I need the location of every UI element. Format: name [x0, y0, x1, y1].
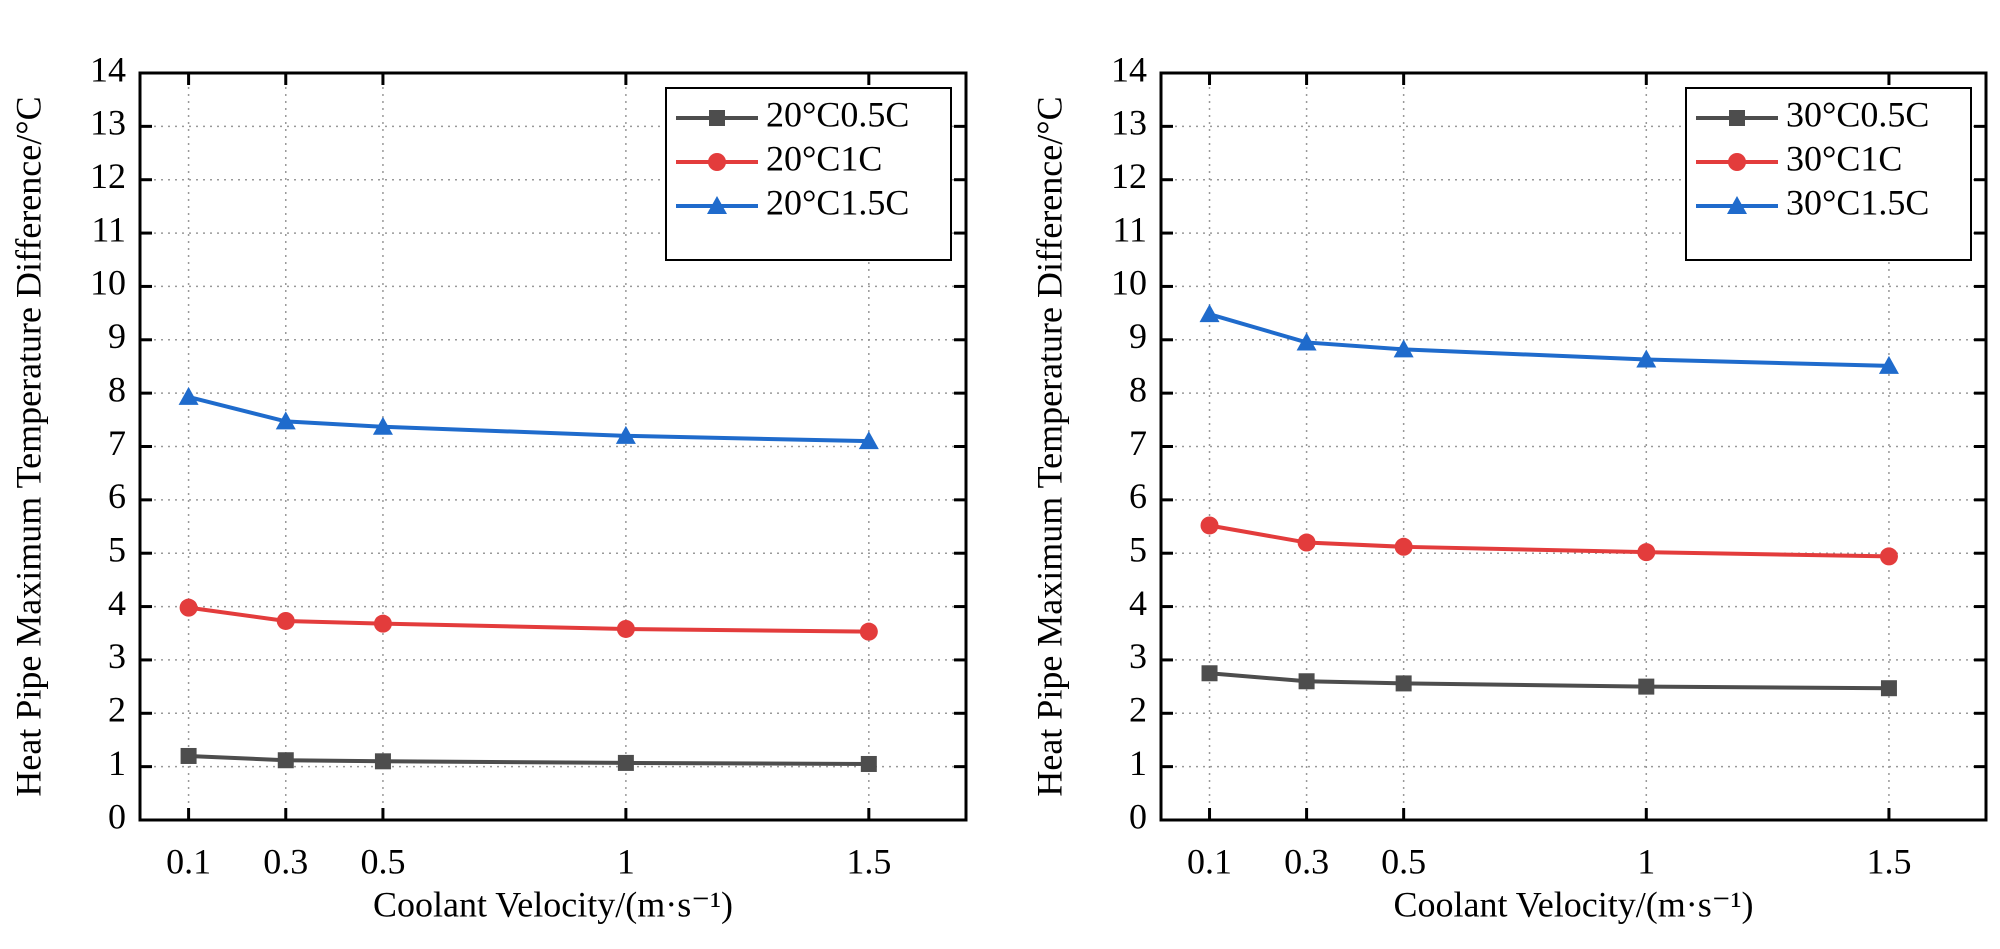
- marker: [1395, 675, 1412, 692]
- y-tick-label: 0: [1129, 796, 1147, 836]
- marker: [1729, 110, 1745, 126]
- legend-label: 30°C0.5C: [1786, 94, 1929, 134]
- y-tick-label: 2: [1129, 690, 1147, 730]
- legend-label: 20°C1C: [766, 138, 882, 178]
- series-line: [1208, 312, 1889, 368]
- marker: [860, 755, 877, 772]
- y-tick-label: 9: [108, 316, 126, 356]
- legend-label: 20°C1.5C: [766, 182, 909, 222]
- marker: [707, 196, 727, 214]
- marker: [374, 753, 391, 770]
- marker: [1200, 516, 1219, 535]
- y-tick-label: 8: [108, 369, 126, 409]
- y-tick-label: 14: [90, 49, 126, 89]
- marker: [1727, 196, 1747, 214]
- marker: [1879, 547, 1898, 566]
- x-tick-label: 1.5: [846, 841, 891, 881]
- y-tick-label: 10: [90, 263, 126, 303]
- y-tick-label: 5: [1129, 529, 1147, 569]
- marker: [178, 386, 199, 405]
- legend-label: 30°C1C: [1786, 138, 1902, 178]
- marker: [372, 416, 393, 435]
- y-tick-label: 13: [90, 103, 126, 143]
- marker: [180, 747, 197, 764]
- y-tick-label: 3: [1129, 636, 1147, 676]
- marker: [616, 619, 635, 638]
- y-tick-label: 9: [1129, 316, 1147, 356]
- x-tick-label: 1: [1637, 841, 1655, 881]
- series-line: [188, 394, 869, 444]
- x-axis-label: Coolant Velocity/(m·s⁻¹): [1393, 884, 1753, 924]
- marker: [1880, 680, 1897, 697]
- marker: [1636, 349, 1657, 368]
- marker: [1638, 678, 1655, 695]
- marker: [373, 614, 392, 633]
- y-axis-label: Heat Pipe Maximum Temperature Difference…: [8, 96, 48, 796]
- y-tick-label: 11: [1112, 209, 1147, 249]
- y-tick-label: 14: [1111, 49, 1147, 89]
- marker: [1296, 332, 1317, 351]
- y-tick-label: 6: [108, 476, 126, 516]
- plot-frame: [1159, 71, 1988, 822]
- y-tick-label: 10: [1111, 263, 1147, 303]
- plot-frame: [138, 71, 968, 822]
- y-axis-label: Heat Pipe Maximum Temperature Difference…: [1029, 96, 1069, 796]
- marker: [1637, 543, 1656, 562]
- marker: [277, 752, 294, 769]
- y-tick-label: 1: [1129, 743, 1147, 783]
- x-tick-label: 0.5: [360, 841, 405, 881]
- marker: [1297, 533, 1316, 552]
- y-tick-label: 12: [1111, 156, 1147, 196]
- marker: [275, 411, 296, 430]
- x-tick-label: 1: [617, 841, 635, 881]
- marker: [1201, 665, 1218, 682]
- marker: [1199, 304, 1220, 323]
- y-tick-label: 11: [91, 209, 126, 249]
- y-tick-label: 8: [1129, 369, 1147, 409]
- marker: [276, 611, 295, 630]
- y-tick-label: 4: [108, 583, 126, 623]
- y-tick-label: 1: [108, 743, 126, 783]
- y-tick-label: 4: [1129, 583, 1147, 623]
- x-tick-label: 1.5: [1866, 841, 1911, 881]
- y-tick-label: 12: [90, 156, 126, 196]
- marker: [708, 153, 726, 171]
- marker: [615, 425, 636, 444]
- marker: [1393, 339, 1414, 358]
- marker: [1728, 153, 1746, 171]
- y-tick-label: 13: [1111, 103, 1147, 143]
- x-tick-label: 0.1: [166, 841, 211, 881]
- x-tick-label: 0.3: [263, 841, 308, 881]
- x-tick-label: 0.1: [1187, 841, 1232, 881]
- marker: [617, 754, 634, 771]
- marker: [858, 431, 879, 450]
- legend-label: 30°C1.5C: [1786, 182, 1929, 222]
- y-tick-label: 5: [108, 529, 126, 569]
- x-axis-label: Coolant Velocity/(m·s⁻¹): [373, 884, 733, 924]
- y-tick-label: 0: [108, 796, 126, 836]
- y-tick-label: 2: [108, 690, 126, 730]
- marker: [709, 110, 725, 126]
- marker: [1298, 673, 1315, 690]
- x-tick-label: 0.5: [1381, 841, 1426, 881]
- marker: [859, 622, 878, 641]
- marker: [1878, 355, 1899, 374]
- y-tick-label: 7: [108, 423, 126, 463]
- y-tick-label: 3: [108, 636, 126, 676]
- marker: [179, 598, 198, 617]
- legend-label: 20°C0.5C: [766, 94, 909, 134]
- y-tick-label: 7: [1129, 423, 1147, 463]
- y-tick-label: 6: [1129, 476, 1147, 516]
- marker: [1394, 537, 1413, 556]
- x-tick-label: 0.3: [1284, 841, 1329, 881]
